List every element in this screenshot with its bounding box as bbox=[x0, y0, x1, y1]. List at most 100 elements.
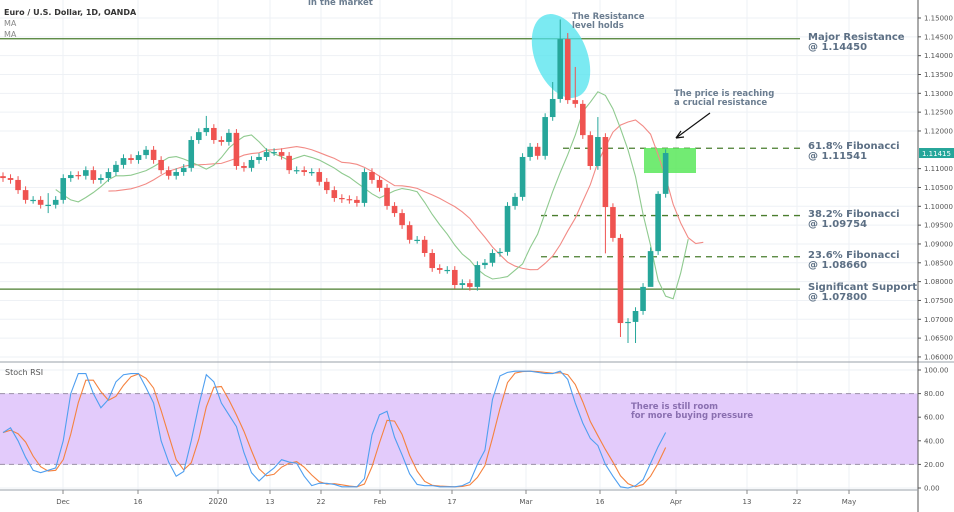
time-tick-label: Apr bbox=[670, 498, 682, 506]
ma-indicator-2[interactable]: MA bbox=[4, 30, 17, 39]
candle-body bbox=[98, 178, 104, 180]
price-tick-label: 1.10500 bbox=[924, 184, 953, 192]
candle-body bbox=[391, 205, 398, 214]
candle-body bbox=[15, 179, 21, 191]
candle-body bbox=[90, 170, 97, 180]
candle-body bbox=[557, 39, 564, 99]
candle-body bbox=[519, 156, 526, 197]
candle-body bbox=[263, 152, 270, 157]
candle-body bbox=[527, 146, 533, 157]
candle-body bbox=[323, 181, 330, 191]
candle-body bbox=[504, 205, 511, 252]
rsi-tick-label: 0.00 bbox=[924, 485, 940, 493]
annotation-resistance-holds: The Resistance level holds bbox=[572, 12, 645, 31]
rsi-tick-label: 40.00 bbox=[924, 437, 944, 445]
candle-body bbox=[248, 159, 255, 168]
candle-body bbox=[512, 196, 518, 206]
chart-legend: Euro / U.S. Dollar, 1D, OANDA MA MA bbox=[4, 7, 136, 40]
candle-body bbox=[22, 190, 29, 200]
candle-body bbox=[195, 132, 202, 141]
time-tick-label: 22 bbox=[793, 498, 802, 506]
candle-body bbox=[640, 286, 646, 311]
price-tick-label: 1.13500 bbox=[924, 71, 953, 79]
annotation-rsi-room: There is still room for more buying pres… bbox=[631, 402, 754, 421]
price-tick-label: 1.06500 bbox=[924, 335, 953, 343]
rsi-tick-label: 80.00 bbox=[924, 390, 944, 398]
candle-body bbox=[572, 100, 579, 104]
candle-body bbox=[580, 103, 586, 136]
candle-body bbox=[203, 127, 210, 133]
resistance-zone-box bbox=[644, 148, 696, 173]
candle-body bbox=[384, 187, 390, 206]
price-tick-label: 1.09500 bbox=[924, 222, 953, 230]
candle-body bbox=[474, 265, 481, 287]
candle-body bbox=[278, 152, 285, 156]
price-tick-label: 1.12000 bbox=[924, 127, 953, 135]
time-tick-label: 16 bbox=[134, 498, 143, 506]
stoch-k-line bbox=[2, 370, 667, 489]
candle-body bbox=[75, 175, 82, 177]
candle-body bbox=[233, 132, 240, 167]
candle-body bbox=[354, 199, 360, 203]
candle-body bbox=[218, 140, 225, 142]
candle-body bbox=[45, 204, 51, 206]
candle-body bbox=[271, 152, 277, 154]
price-tick-label: 1.06000 bbox=[924, 353, 953, 361]
candle-body bbox=[30, 199, 36, 202]
candle-body bbox=[632, 310, 639, 322]
candle-body bbox=[211, 127, 217, 141]
top-note: in the market bbox=[308, 0, 373, 8]
price-tick-label: 1.09000 bbox=[924, 240, 953, 248]
price-tick-label: 1.14500 bbox=[924, 33, 953, 41]
candle-body bbox=[158, 159, 164, 171]
ma-indicator-1[interactable]: MA bbox=[4, 19, 17, 28]
candle-body bbox=[542, 117, 548, 156]
rsi-tick-label: 20.00 bbox=[924, 461, 944, 469]
candle-body bbox=[0, 176, 6, 179]
candle-body bbox=[293, 170, 300, 172]
price-tick-label: 1.11000 bbox=[924, 165, 953, 173]
candle-body bbox=[308, 172, 315, 174]
ma-fast-line bbox=[55, 91, 689, 300]
annotation-price-reaching: The price is reaching a crucial resistan… bbox=[674, 89, 775, 108]
candle-body bbox=[647, 251, 654, 287]
candle-body bbox=[339, 198, 345, 200]
time-tick-label: May bbox=[842, 498, 856, 506]
candle-body bbox=[610, 207, 616, 238]
candle-body bbox=[165, 170, 172, 176]
symbol-title[interactable]: Euro / U.S. Dollar, 1D, OANDA bbox=[4, 8, 137, 17]
candle-body bbox=[429, 252, 436, 269]
last-price-label: 1.11415 bbox=[922, 150, 951, 158]
candle-body bbox=[173, 172, 179, 176]
time-tick-label: Dec bbox=[56, 498, 70, 506]
price-tick-label: 1.15000 bbox=[924, 15, 953, 23]
candle-body bbox=[436, 268, 443, 270]
candle-body bbox=[459, 283, 466, 286]
candle-body bbox=[120, 158, 127, 165]
candle-body bbox=[602, 137, 609, 208]
label-major-resistance: Major Resistance @ 1.14450 bbox=[808, 31, 905, 53]
candle-body bbox=[399, 213, 405, 226]
candle-body bbox=[331, 190, 338, 199]
candle-body bbox=[564, 39, 571, 101]
rsi-tick-label: 100.00 bbox=[924, 367, 949, 375]
candle-body bbox=[128, 158, 134, 160]
candle-body bbox=[113, 164, 119, 173]
price-tick-label: 1.12500 bbox=[924, 109, 953, 117]
candle-body bbox=[52, 199, 59, 205]
time-tick-label: 16 bbox=[596, 498, 605, 506]
candle-body bbox=[444, 269, 451, 272]
candle-body bbox=[369, 172, 375, 180]
candle-body bbox=[625, 321, 631, 324]
candle-body bbox=[595, 137, 601, 167]
price-tick-label: 1.07000 bbox=[924, 316, 953, 324]
candle-body bbox=[256, 156, 262, 160]
candle-body bbox=[135, 155, 142, 160]
stoch-rsi-title: Stoch RSI bbox=[5, 368, 44, 377]
price-tick-label: 1.08000 bbox=[924, 278, 953, 286]
candle-body bbox=[662, 153, 669, 194]
rsi-tick-label: 60.00 bbox=[924, 414, 944, 422]
candle-body bbox=[617, 237, 624, 324]
